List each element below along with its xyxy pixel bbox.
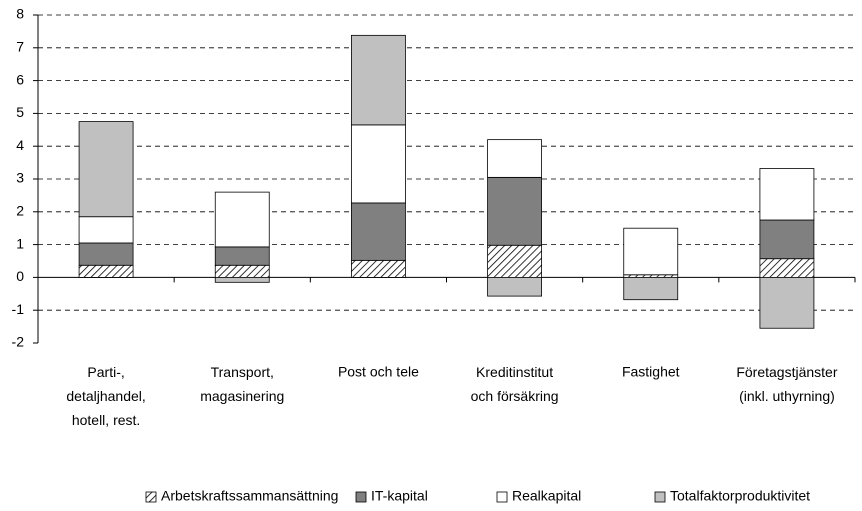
y-tick-label: 6 bbox=[16, 71, 24, 87]
y-tick-label: -1 bbox=[12, 301, 25, 317]
bar-segment bbox=[351, 259, 406, 278]
x-tick-label: Parti-, detaljhandel, hotell, rest. bbox=[66, 364, 145, 428]
legend-swatch bbox=[496, 491, 508, 503]
bar-segment bbox=[487, 176, 542, 246]
x-tick-label: Företagstjänster (inkl. uthyrning) bbox=[736, 364, 837, 404]
legend-swatch bbox=[145, 491, 157, 503]
legend-label: IT-kapital bbox=[371, 488, 428, 504]
y-tick-label: 5 bbox=[16, 104, 24, 120]
legend-swatch bbox=[355, 491, 367, 503]
legend-label: Arbetskraftssammansättning bbox=[161, 488, 338, 504]
bar-segment bbox=[351, 202, 406, 261]
bar-segment bbox=[759, 219, 815, 260]
bar-segment bbox=[487, 276, 542, 297]
bar-segment bbox=[78, 216, 134, 244]
y-tick-label: 0 bbox=[16, 268, 24, 284]
y-tick-label: 3 bbox=[16, 170, 24, 186]
bar-segment bbox=[214, 276, 270, 283]
bar-segment bbox=[487, 139, 542, 178]
bar-segment bbox=[623, 276, 679, 301]
x-tick-label: Transport, magasinering bbox=[200, 364, 284, 404]
bar-segment bbox=[78, 242, 134, 266]
y-tick-label: 4 bbox=[16, 137, 24, 153]
x-tick-label: Fastighet bbox=[622, 364, 680, 380]
y-tick-label: 8 bbox=[16, 6, 24, 22]
legend-swatch bbox=[654, 491, 666, 503]
bar-segment bbox=[759, 168, 815, 221]
bar-segment bbox=[214, 191, 270, 248]
bar-segment bbox=[214, 246, 270, 266]
x-tick-label: Kreditinstitut och försäkring bbox=[471, 364, 559, 404]
legend-label: Realkapital bbox=[512, 488, 581, 504]
y-tick-label: 1 bbox=[16, 235, 24, 251]
y-tick-label: 7 bbox=[16, 39, 24, 55]
legend-label: Totalfaktorproduktivitet bbox=[670, 488, 810, 504]
bar-segment bbox=[78, 121, 134, 218]
bar-segment bbox=[214, 264, 270, 278]
bar-segment bbox=[487, 244, 542, 278]
bar-segment bbox=[759, 276, 815, 329]
bar-segment bbox=[351, 34, 406, 126]
bar-segment bbox=[623, 227, 679, 276]
bar-segment bbox=[351, 124, 406, 204]
bar-segment bbox=[78, 264, 134, 278]
x-tick-label: Post och tele bbox=[338, 364, 419, 380]
y-tick-label: -2 bbox=[12, 334, 25, 350]
bar-segment bbox=[759, 258, 815, 278]
y-tick-label: 2 bbox=[16, 203, 24, 219]
